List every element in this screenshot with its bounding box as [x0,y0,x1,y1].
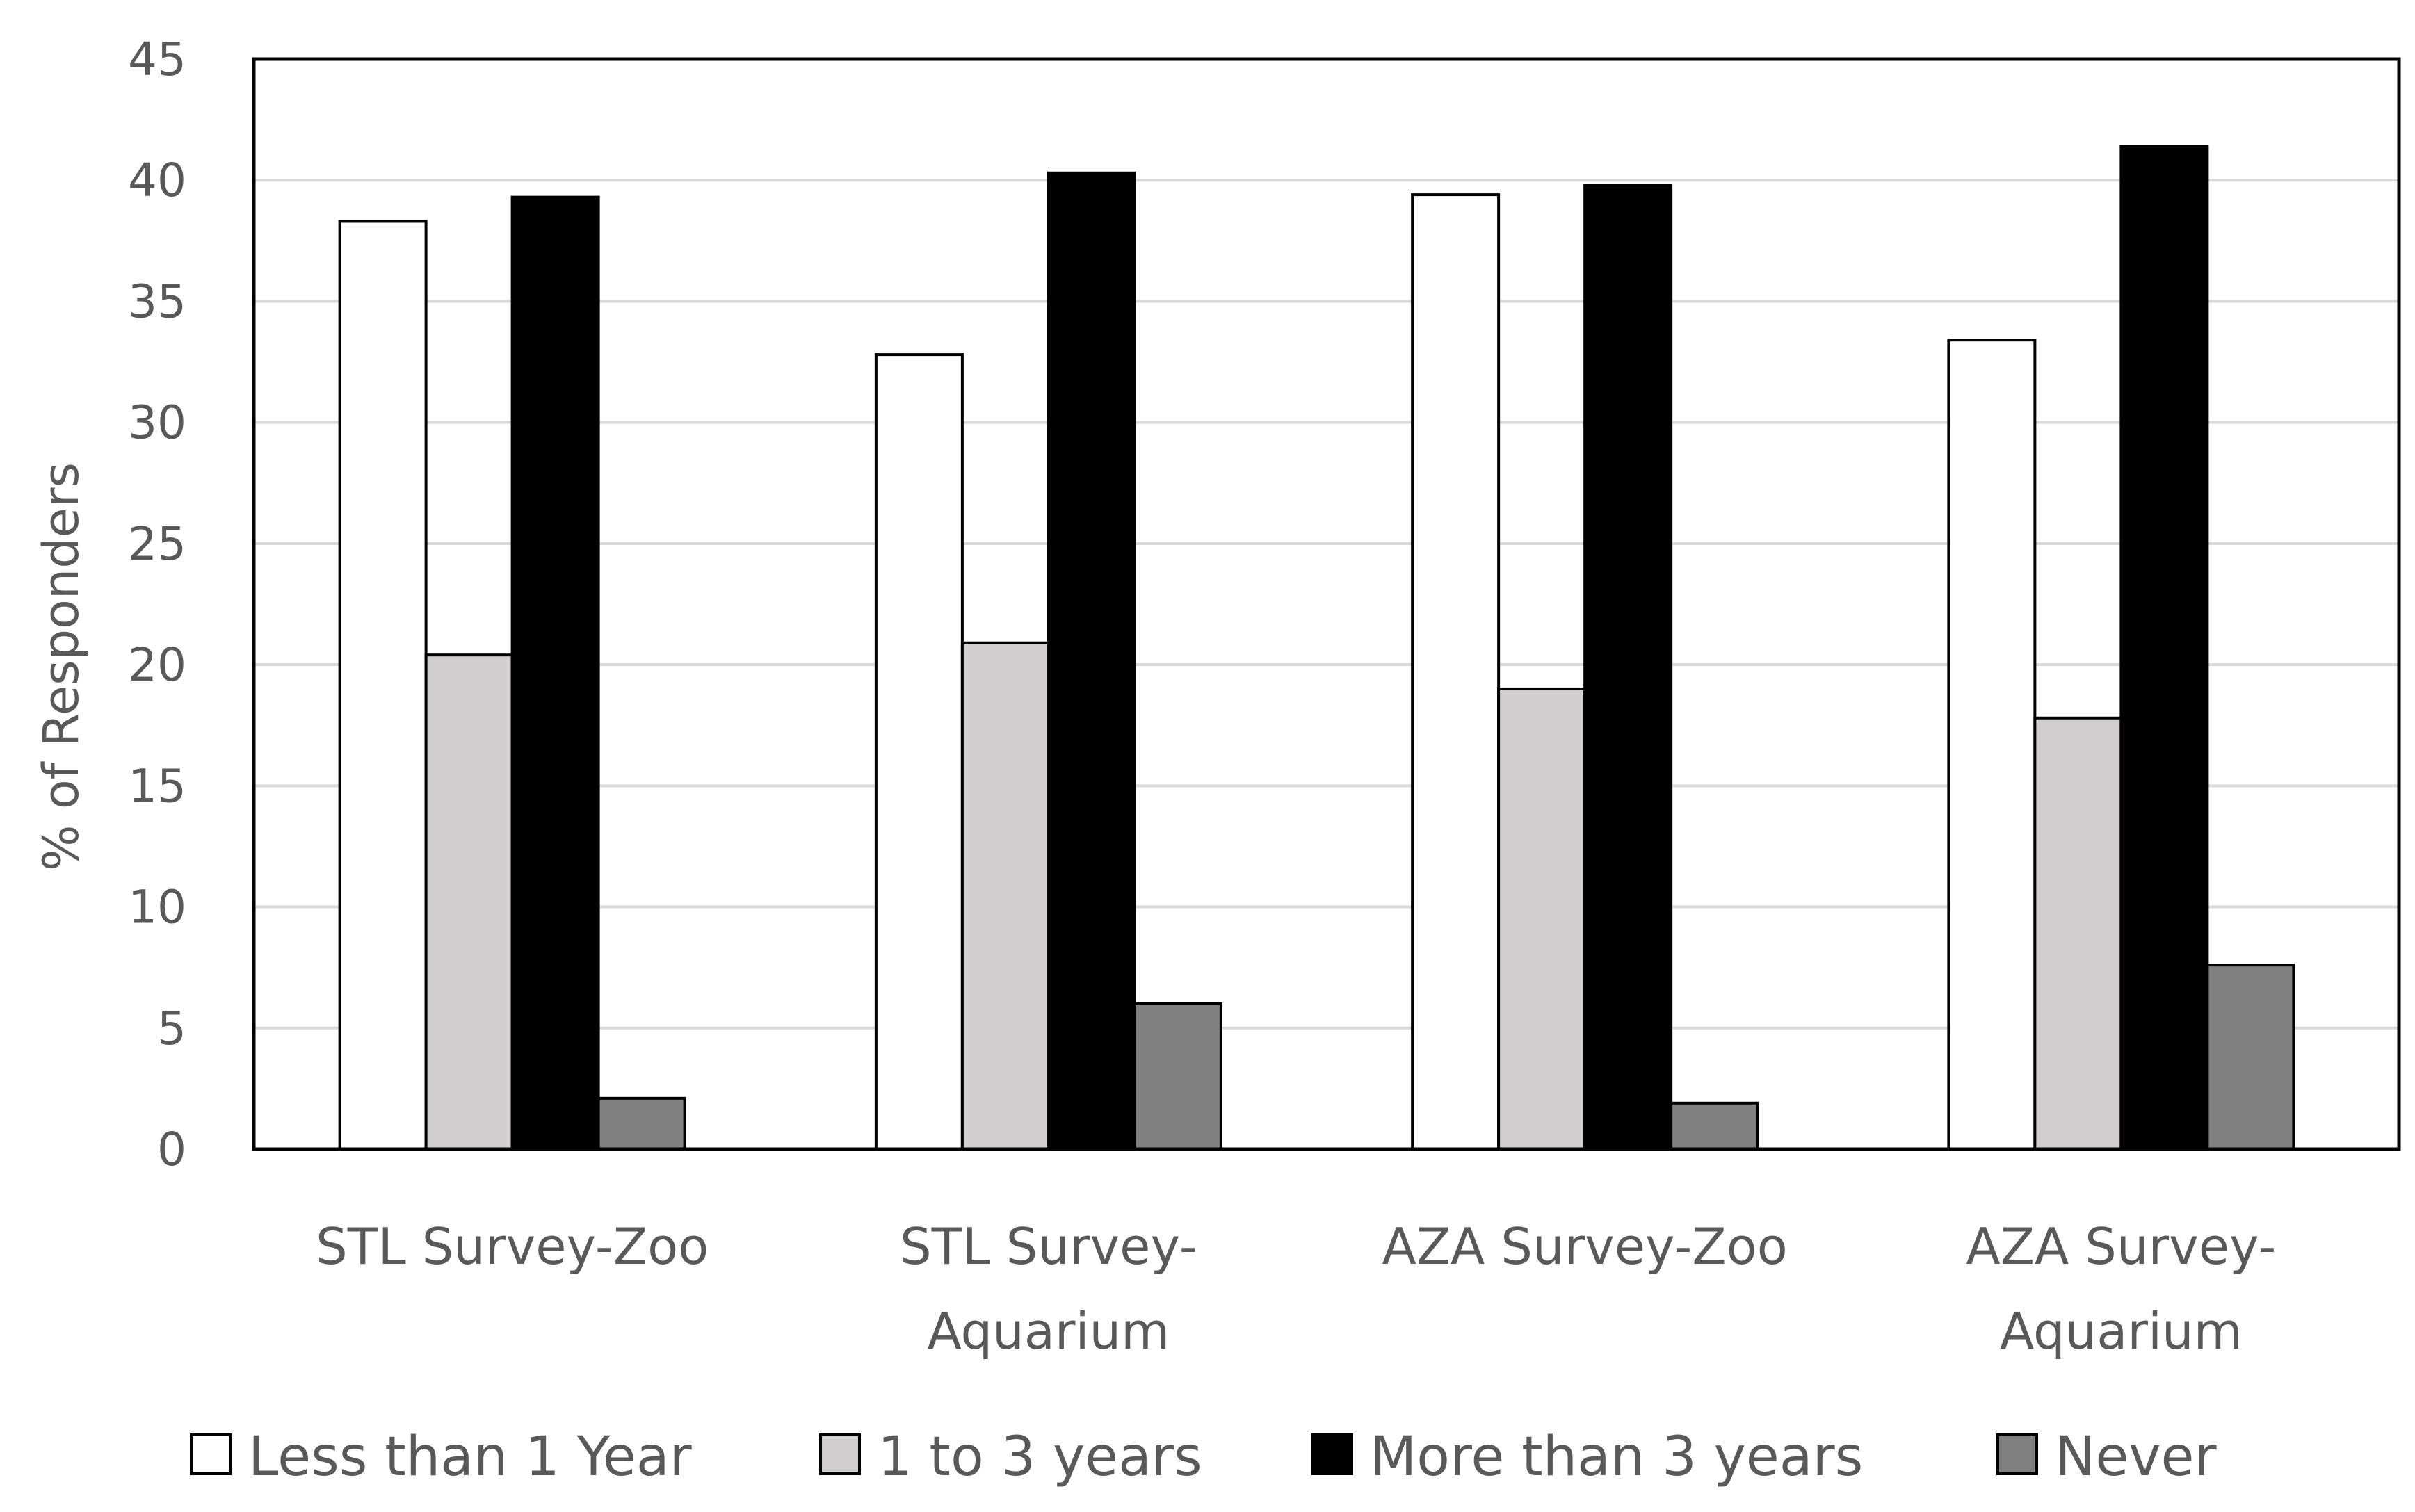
bar-more-than-3-years [1047,171,1136,1151]
bar-1-to-3-years [2033,716,2123,1151]
x-category-label-line: Aquarium [2000,1302,2243,1360]
x-category-label: STL Survey- Aquarium [900,1217,1197,1360]
plot-area-frame [252,57,2401,1151]
bar-1-to-3-years [424,653,514,1151]
y-tick-label: 0 [157,1123,186,1176]
bar-never [2206,964,2295,1151]
gridlines [254,179,2399,1030]
bar-more-than-3-years [2119,145,2209,1151]
bar-never [1670,1101,1759,1151]
y-tick-label: 20 [128,638,186,692]
bars [338,145,2295,1151]
y-tick-label: 30 [128,396,186,450]
bar-more-than-3-years [1583,184,1673,1151]
x-category-label-line: AZA Survey-Zoo [1382,1217,1787,1276]
y-tick-label: 10 [128,881,186,934]
y-tick-label: 40 [128,154,186,207]
legend-label: More than 3 years [1370,1426,1863,1488]
y-tick-label: 45 [128,33,186,86]
y-axis-title: % of Responders [33,462,90,871]
x-category-label: STL Survey-Zoo [316,1217,709,1276]
legend-label: 1 to 3 years [878,1426,1202,1488]
y-tick-label: 35 [128,275,186,328]
x-category-label-line: STL Survey- [900,1217,1197,1276]
legend-label: Less than 1 Year [248,1426,693,1488]
legend-swatch [190,1433,232,1475]
x-category-label: AZA Survey-Zoo [1382,1217,1787,1276]
y-tick-label: 5 [157,1002,186,1055]
legend-swatch [819,1433,861,1475]
y-tick-label: 25 [128,517,186,571]
bar-1-to-3-years [1497,687,1587,1151]
legend: Less than 1 Year 1 to 3 years More than 3 … [190,1426,2217,1488]
bar-less-than-1-year [338,220,428,1151]
bar-never [597,1096,686,1151]
legend-label: Never [2055,1426,2217,1488]
y-axis-ticks: 0 5 10 15 20 25 30 35 40 45 [128,33,186,1176]
legend-swatch [1996,1433,2038,1475]
x-category-label-line: Aquarium [927,1302,1170,1360]
legend-swatch [1311,1433,1353,1475]
x-category-label-line: STL Survey-Zoo [316,1217,709,1276]
y-tick-label: 15 [128,759,186,813]
bar-never [1133,1002,1222,1151]
x-category-label: AZA Survey- Aquarium [1966,1217,2276,1360]
bar-more-than-3-years [510,195,600,1151]
bar-less-than-1-year [1411,193,1501,1151]
bar-1-to-3-years [960,641,1050,1151]
x-category-label-line: AZA Survey- [1966,1217,2276,1276]
bar-less-than-1-year [874,353,964,1151]
bar-less-than-1-year [1947,339,2037,1151]
